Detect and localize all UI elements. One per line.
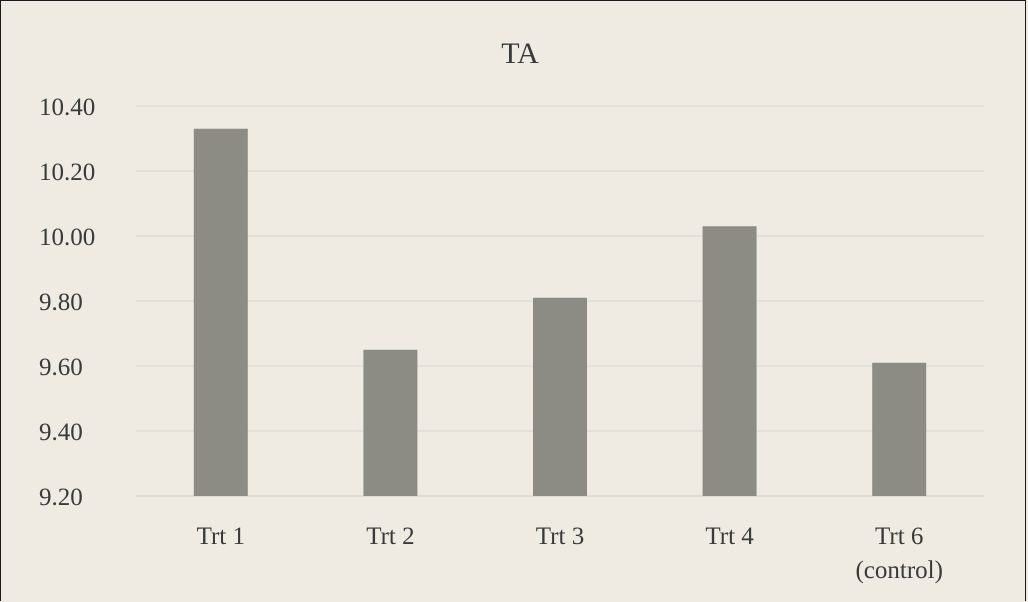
bar [363, 349, 418, 496]
bar [702, 226, 757, 496]
x-axis-ticks: Trt 1 Trt 2 Trt 3 Trt 4 Trt 6 (control) [197, 523, 943, 584]
y-tick-label: 10.40 [39, 94, 95, 121]
y-axis-ticks: 9.20 9.40 9.60 9.80 10.00 10.20 10.40 [39, 94, 95, 511]
bar [872, 362, 927, 496]
bar [533, 297, 587, 496]
y-tick-label: 9.20 [39, 484, 83, 511]
bars [193, 128, 927, 496]
bar [193, 128, 248, 496]
y-tick-label: 10.20 [39, 159, 95, 186]
x-tick-label: Trt 4 [705, 523, 754, 550]
x-tick-label: Trt 3 [536, 523, 584, 550]
x-tick-label: Trt 6 [875, 523, 923, 550]
x-tick-label: Trt 2 [366, 523, 414, 550]
x-tick-label: Trt 1 [197, 523, 245, 550]
y-tick-label: 9.40 [39, 419, 83, 446]
chart-title: TA [501, 37, 539, 70]
y-tick-label: 10.00 [39, 224, 95, 251]
y-tick-label: 9.60 [39, 354, 83, 381]
x-tick-label: (control) [855, 557, 942, 584]
y-tick-label: 9.80 [39, 289, 83, 316]
